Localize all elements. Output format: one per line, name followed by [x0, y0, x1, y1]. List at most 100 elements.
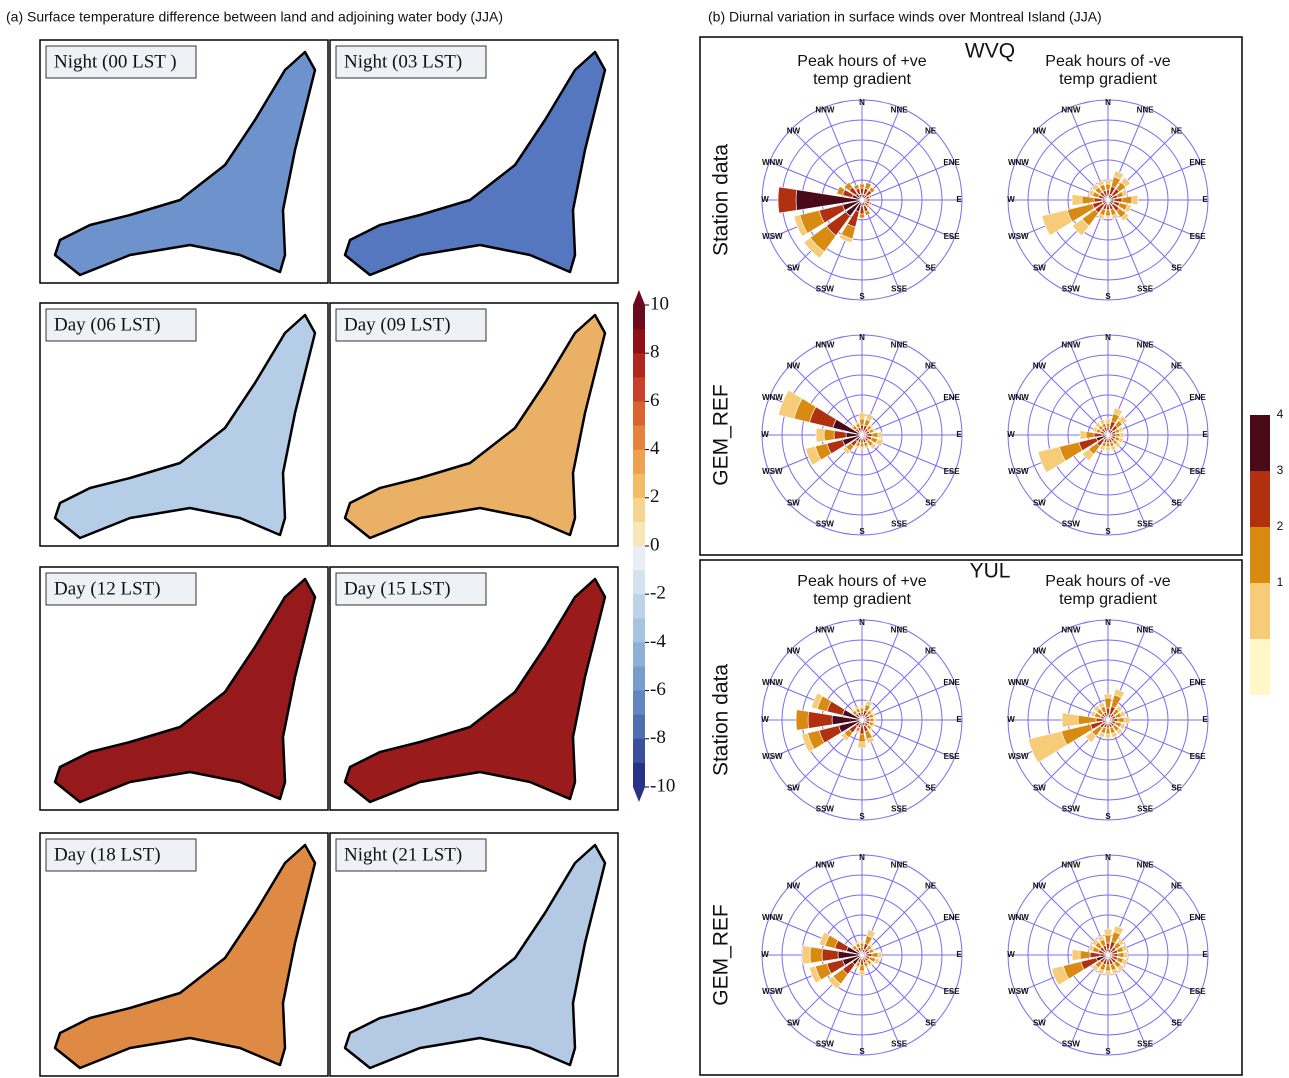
direction-label: SW: [787, 784, 800, 793]
direction-label: S: [859, 812, 865, 821]
petal-segment: [815, 427, 825, 443]
direction-label: NW: [1033, 647, 1047, 656]
colorbar-tick-label: 0: [650, 534, 660, 555]
direction-label: ESE: [944, 752, 961, 761]
colorbar-arrow-top: [633, 290, 645, 305]
petal-segment: [821, 948, 839, 962]
direction-label: SSW: [816, 805, 835, 814]
petal-segment: [809, 946, 823, 964]
direction-label: SSE: [891, 285, 908, 294]
petal-segment: [858, 213, 866, 219]
colorbar-tick-label: -10: [650, 775, 675, 796]
colorbar-step: [633, 714, 645, 740]
petal-segment: [1097, 213, 1105, 220]
colorbar-step: [633, 377, 645, 402]
direction-label: WSW: [1008, 752, 1029, 761]
direction-label: SW: [1033, 1019, 1046, 1028]
petal-segment: [836, 186, 846, 196]
direction-label: ESE: [944, 467, 961, 476]
spoke: [823, 954, 863, 1048]
island: [53, 313, 317, 540]
petal-segment: [1061, 712, 1079, 728]
petal-segment: [1119, 722, 1126, 730]
petal-segment: [1103, 928, 1113, 936]
petal-segment: [869, 442, 877, 450]
colorbar-tick-label: 10: [650, 293, 669, 314]
petal-segment: [1079, 950, 1091, 960]
spoke: [1015, 396, 1109, 436]
island: [343, 50, 607, 277]
petal-segment: [801, 732, 815, 753]
petal-segment: [1123, 951, 1129, 959]
petal-segment: [850, 708, 856, 714]
direction-label: WNW: [1008, 393, 1029, 402]
petal-segment: [1105, 446, 1111, 452]
spoke: [823, 107, 863, 201]
petal-segment: [793, 214, 808, 237]
colorbar-tick-label: 8: [650, 342, 660, 363]
colorbar-tick-label: 4: [650, 438, 660, 459]
spoke: [861, 161, 955, 201]
petal-segment: [1114, 441, 1122, 449]
petal-segment: [868, 708, 874, 714]
row-label: GEM_REF: [710, 384, 733, 486]
petal-segment: [854, 421, 860, 426]
petal-segment: [1081, 195, 1095, 205]
colorbar-step: [633, 666, 645, 692]
direction-label: ENE: [1189, 678, 1206, 687]
direction-label: N: [1105, 853, 1111, 862]
petal-segment: [1081, 448, 1095, 462]
petal-segment: [1113, 170, 1125, 180]
petal-segment: [871, 722, 876, 728]
petal-segment: [866, 929, 876, 939]
petal-segment: [1120, 176, 1132, 188]
panel-b-title: (b) Diurnal variation in surface winds o…: [708, 9, 1102, 25]
spoke: [1036, 363, 1109, 436]
direction-label: ESE: [1190, 467, 1207, 476]
petal-segment: [868, 194, 873, 199]
direction-label: NE: [925, 362, 937, 371]
direction-label: WSW: [762, 467, 783, 476]
colorbar-step: [633, 546, 645, 571]
spoke: [1107, 434, 1180, 507]
direction-label: NNE: [1137, 340, 1155, 349]
direction-label: SE: [925, 1019, 936, 1028]
direction-label: NNW: [815, 105, 835, 114]
map-label-box: [45, 838, 197, 872]
direction-label: NE: [1171, 362, 1183, 371]
direction-label: NNW: [1061, 340, 1081, 349]
petal-segment: [859, 446, 865, 450]
petal-segment: [1105, 183, 1111, 191]
direction-label: NE: [925, 647, 937, 656]
colorbar-step: [633, 594, 645, 619]
direction-label: WNW: [762, 158, 783, 167]
direction-label: S: [1105, 1047, 1111, 1056]
petal-segment: [1124, 204, 1132, 213]
direction-label: SSE: [1137, 805, 1154, 814]
petal-segment: [1117, 426, 1124, 433]
petal-segment: [1116, 963, 1125, 972]
petal-segment: [1093, 705, 1101, 713]
legend-tick-label: 3: [1277, 463, 1284, 477]
direction-label: E: [956, 715, 962, 724]
petal-segment: [868, 961, 874, 967]
petal-segment: [864, 444, 870, 449]
colorbar-step: [633, 762, 645, 788]
direction-label: WSW: [762, 987, 783, 996]
direction-label: E: [956, 195, 962, 204]
petal-segment: [1121, 958, 1128, 966]
colorbar-step: [633, 305, 645, 330]
direction-label: S: [1105, 527, 1111, 536]
colorbar-step: [633, 473, 645, 499]
spoke: [790, 363, 863, 436]
colorbar-step: [633, 738, 645, 764]
direction-label: NNW: [815, 625, 835, 634]
map-label: Day (18 LST): [54, 844, 161, 865]
spoke: [861, 199, 934, 272]
direction-label: NNW: [1061, 625, 1081, 634]
colorbar-arrow-bottom: [633, 787, 645, 802]
direction-label: S: [859, 527, 865, 536]
colorbar-step: [633, 425, 645, 451]
legend-swatch: [1250, 527, 1270, 583]
